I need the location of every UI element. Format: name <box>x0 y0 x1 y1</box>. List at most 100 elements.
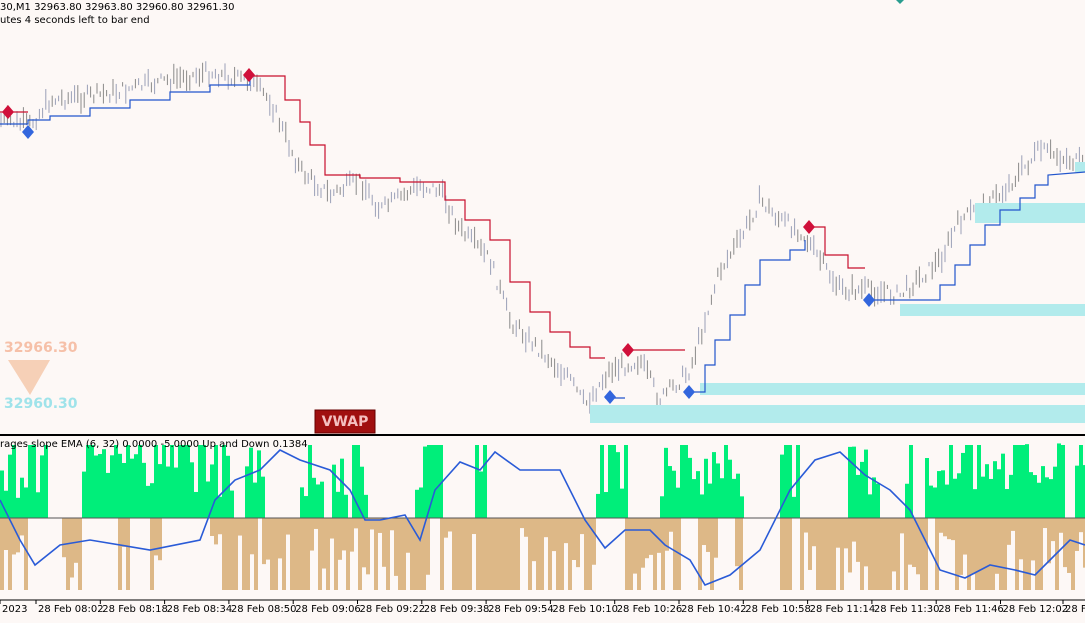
histogram-bar-down <box>552 518 556 552</box>
histogram-bar-up <box>186 445 190 518</box>
histogram-bar-up <box>985 464 989 518</box>
histogram-bar-down <box>912 518 916 568</box>
histogram-bar-down <box>876 518 880 590</box>
histogram-bar-down <box>4 518 8 551</box>
histogram-bar-down <box>394 518 398 576</box>
histogram-bar-up <box>312 477 316 518</box>
histogram-bar-up <box>427 445 431 518</box>
histogram-bar-down <box>354 518 358 529</box>
histogram-bar-up <box>909 445 913 518</box>
buy-signal <box>604 390 616 404</box>
histogram-bar-down <box>836 518 840 548</box>
histogram-bar-up <box>596 493 600 518</box>
vwap-button-label[interactable]: VWAP <box>322 414 369 430</box>
histogram-bar-up <box>102 449 106 518</box>
time-label: 28 Feb 09:54 <box>488 604 554 615</box>
histogram-bar-up <box>1005 489 1009 518</box>
trend-lines <box>0 75 1085 399</box>
histogram-bar-down <box>508 518 512 590</box>
histogram-bar-down <box>892 518 896 572</box>
price-widget-arrow <box>8 360 50 395</box>
histogram-bar-down <box>20 518 24 536</box>
histogram-bar-up <box>1001 453 1005 518</box>
histogram-bar-down <box>653 518 657 590</box>
histogram-bar-down <box>1035 518 1039 590</box>
histogram-bar-down <box>556 518 560 590</box>
histogram-bar-up <box>736 473 740 518</box>
sell-signal <box>243 68 255 82</box>
histogram-bar-down <box>900 518 904 534</box>
histogram-bar-down <box>943 518 947 537</box>
histogram-bar-down <box>1031 518 1035 561</box>
histogram-bar-down <box>971 518 975 575</box>
histogram-bar-down <box>959 518 963 575</box>
histogram-bar-up <box>261 476 265 518</box>
histogram-bar-up <box>150 483 154 518</box>
histogram-bar-up <box>162 445 166 518</box>
histogram-bar-down <box>378 518 382 533</box>
histogram-bar-up <box>257 450 261 518</box>
histogram-bar-down <box>406 518 410 553</box>
histogram-bar-up <box>664 447 668 518</box>
histogram-bar-up <box>1053 466 1057 518</box>
price-label-upper: 32966.30 <box>4 340 78 356</box>
histogram-bar-down <box>524 518 528 537</box>
histogram-bar-down <box>238 518 242 536</box>
price-label-lower: 32960.30 <box>4 396 78 412</box>
histogram-bar-up <box>688 457 692 518</box>
time-label: 28 Feb 11:46 <box>938 604 1004 615</box>
histogram-bar-up <box>945 484 949 518</box>
histogram-bar-up <box>423 446 427 518</box>
vwap-button[interactable] <box>314 409 376 434</box>
histogram-bar-up <box>300 487 304 518</box>
histogram-bar-up <box>122 462 126 518</box>
histogram-bar-up <box>439 445 443 518</box>
time-label: 2023 <box>2 604 27 615</box>
histogram-bar-down <box>154 518 158 556</box>
time-label: 28 Feb 08:18 <box>102 604 168 615</box>
histogram-bar-up <box>876 483 880 518</box>
histogram-bar-up <box>130 458 134 518</box>
histogram-bar-down <box>322 518 326 569</box>
histogram-bar-down <box>641 518 645 568</box>
time-label: 28 Feb 09:22 <box>360 604 426 615</box>
histogram-bar-down <box>979 518 983 590</box>
zone <box>700 383 1085 395</box>
histogram-bar-up <box>340 458 344 518</box>
zone <box>975 203 1085 223</box>
histogram-bar-up <box>616 452 620 518</box>
histogram-bar-down <box>1011 518 1015 531</box>
histogram-bar-down <box>975 518 979 590</box>
bar-timer: utes 4 seconds left to bar end <box>0 15 150 26</box>
histogram-bar-down <box>739 518 743 590</box>
marker <box>896 0 904 4</box>
histogram-bar-up <box>925 458 929 518</box>
histogram-bar-down <box>488 518 492 590</box>
histogram-bar-down <box>710 518 714 590</box>
histogram-bar-up <box>740 496 744 518</box>
histogram-bar-down <box>784 518 788 590</box>
histogram-bar-down <box>649 518 653 555</box>
sell-signal <box>803 220 815 234</box>
zone <box>590 405 1085 423</box>
histogram-bar-up <box>612 445 616 518</box>
histogram-bar-down <box>820 518 824 590</box>
histogram-bar-up <box>604 492 608 518</box>
histogram-bar-down <box>70 518 74 578</box>
histogram-bar-up <box>957 473 961 518</box>
histogram-bar-down <box>1059 518 1063 533</box>
histogram-bar-down <box>1023 518 1027 590</box>
histogram-bar-up <box>784 445 788 518</box>
histogram-bar-down <box>472 518 476 535</box>
histogram-bar-down <box>250 518 254 555</box>
histogram-bar-up <box>142 462 146 518</box>
histogram-bar-up <box>202 445 206 518</box>
histogram-bar-down <box>334 518 338 590</box>
histogram-bar-down <box>1039 518 1043 590</box>
histogram-bar-up <box>728 459 732 518</box>
histogram-bar-up <box>230 490 234 518</box>
histogram-bar-up <box>1021 445 1025 518</box>
histogram-bar-up <box>320 481 324 518</box>
histogram-bar-up <box>1049 479 1053 518</box>
histogram-bar-up <box>1029 472 1033 518</box>
